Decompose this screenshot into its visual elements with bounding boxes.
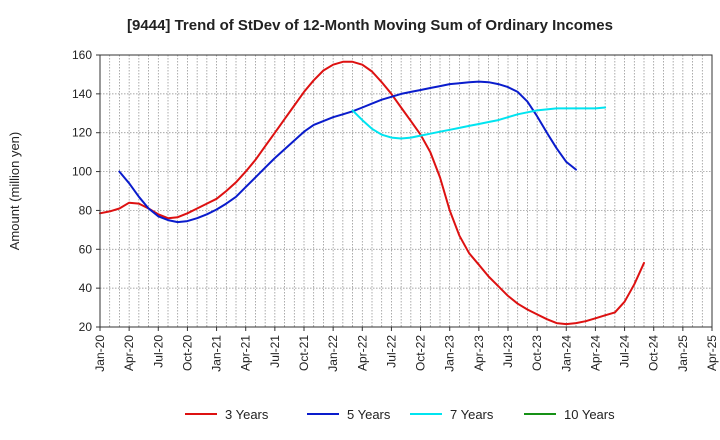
chart-title: [9444] Trend of StDev of 12-Month Moving… bbox=[127, 17, 613, 34]
x-tick-label: Oct-20 bbox=[180, 335, 194, 371]
x-tick-label: Jul-22 bbox=[384, 335, 398, 368]
x-tick-label: Jan-24 bbox=[559, 335, 573, 372]
legend-label: 3 Years bbox=[225, 407, 269, 422]
legend-label: 7 Years bbox=[450, 407, 494, 422]
plot-frame bbox=[99, 54, 713, 328]
legend: 3 Years 5 Years 7 Years 10 Years bbox=[185, 407, 615, 422]
x-tick-label: Jul-21 bbox=[268, 335, 282, 368]
x-tick-label: Apr-24 bbox=[588, 335, 602, 371]
x-tick-label: Oct-21 bbox=[297, 335, 311, 371]
x-tick-label: Apr-25 bbox=[705, 335, 719, 371]
legend-label: 10 Years bbox=[564, 407, 615, 422]
x-tick-label: Oct-23 bbox=[530, 335, 544, 371]
x-tick-label: Jan-25 bbox=[676, 335, 690, 372]
x-tick-label: Jan-22 bbox=[326, 335, 340, 372]
x-tick-label: Jul-20 bbox=[151, 335, 165, 368]
x-tick-label: Oct-24 bbox=[647, 335, 661, 371]
x-tick-label: Jan-21 bbox=[210, 335, 224, 372]
y-tick-label: 20 bbox=[79, 320, 93, 334]
y-axis-label: Amount (million yen) bbox=[7, 132, 22, 251]
y-tick-label: 140 bbox=[72, 87, 92, 101]
legend-label: 5 Years bbox=[347, 407, 391, 422]
y-tick-label: 160 bbox=[72, 48, 92, 62]
x-tick-label: Jul-23 bbox=[501, 335, 515, 368]
x-tick-label: Jan-20 bbox=[93, 335, 107, 372]
y-tick-label: 80 bbox=[79, 203, 93, 217]
x-tick-label: Oct-22 bbox=[414, 335, 428, 371]
x-tick-label: Apr-21 bbox=[239, 335, 253, 371]
x-tick-label: Jul-24 bbox=[618, 335, 632, 368]
y-tick-label: 60 bbox=[79, 242, 93, 256]
x-tick-label: Jan-23 bbox=[443, 335, 457, 372]
y-axis-ticks: 20 40 60 80 100 120 140 160 bbox=[72, 48, 100, 334]
grid bbox=[100, 55, 712, 327]
y-tick-label: 40 bbox=[79, 281, 93, 295]
y-tick-label: 100 bbox=[72, 165, 92, 179]
x-tick-label: Apr-22 bbox=[355, 335, 369, 371]
x-tick-label: Apr-23 bbox=[472, 335, 486, 371]
series-line-7-years bbox=[351, 106, 607, 140]
x-tick-label: Apr-20 bbox=[122, 335, 136, 371]
series-layer bbox=[99, 60, 645, 326]
x-axis-ticks: Jan-20 Apr-20 Jul-20 Oct-20 Jan-21 Apr-21 Jul-… bbox=[93, 327, 719, 372]
series-line-5-years bbox=[118, 80, 577, 224]
y-tick-label: 120 bbox=[72, 126, 92, 140]
series-line-3-years bbox=[99, 60, 645, 326]
